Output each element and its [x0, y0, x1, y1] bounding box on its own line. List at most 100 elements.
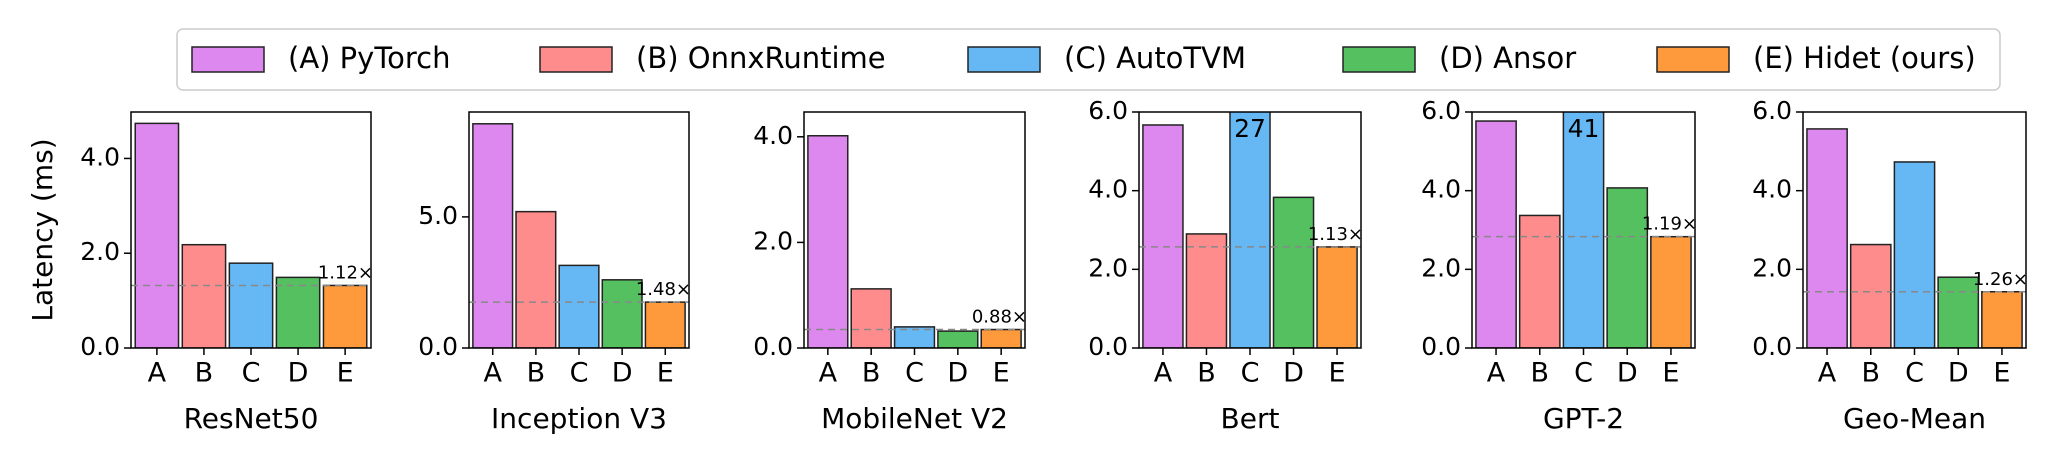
x-axis-label: Inception V3: [491, 402, 667, 435]
bar: [1806, 128, 1848, 348]
x-tick-label: C: [1574, 358, 1593, 389]
y-tick-label: 4.0: [80, 142, 120, 171]
bar: [181, 243, 227, 348]
x-tick-label: A: [1818, 358, 1837, 389]
bar: [807, 135, 849, 348]
value-label: 27: [1234, 114, 1266, 143]
y-tick-label: 2.0: [80, 237, 120, 266]
bar: [980, 328, 1022, 348]
legend-label: (C) AutoTVM: [1064, 41, 1246, 75]
y-tick-label: 4.0: [1088, 175, 1128, 204]
x-tick-label: B: [1197, 358, 1216, 389]
bar: [1185, 233, 1228, 348]
x-tick-label: C: [1905, 358, 1924, 389]
axes-frame: [130, 111, 372, 349]
bar: [601, 279, 643, 348]
bar: [893, 326, 936, 348]
bar: [1475, 120, 1517, 348]
legend-box: [176, 28, 2001, 91]
x-tick-label: D: [612, 358, 633, 389]
x-tick-label: D: [1617, 358, 1638, 389]
bar: [472, 123, 514, 348]
legend-label: (A) PyTorch: [288, 41, 450, 75]
legend-swatch: [1342, 46, 1416, 73]
y-tick-label: 0.0: [1752, 332, 1792, 361]
speedup-annotation: 1.48×: [636, 279, 691, 300]
y-tick-label: 2.0: [1752, 253, 1792, 282]
x-tick-label: A: [483, 358, 502, 389]
x-tick-label: B: [527, 358, 546, 389]
x-tick-label: A: [148, 358, 167, 389]
x-tick-label: D: [288, 358, 309, 389]
value-label: 41: [1568, 114, 1600, 143]
bar: [850, 288, 892, 348]
x-axis-label: Bert: [1221, 402, 1280, 435]
bar: [275, 276, 321, 348]
bar: [1562, 112, 1605, 348]
legend-swatch: [191, 46, 265, 73]
x-tick-label: D: [947, 358, 968, 389]
y-tick-label: 2.0: [753, 226, 793, 255]
speedup-annotation: 1.26×: [1973, 269, 2028, 290]
x-tick-label: B: [1862, 358, 1881, 389]
y-tick-label: 4.0: [1421, 175, 1461, 204]
y-tick-label: 2.0: [1421, 253, 1461, 282]
x-tick-label: C: [1241, 358, 1260, 389]
axes-frame: [1471, 111, 1696, 349]
bar: [1606, 187, 1649, 348]
y-tick-label: 2.0: [1088, 253, 1128, 282]
bar: [1849, 243, 1892, 348]
x-tick-label: E: [1662, 358, 1679, 389]
bar: [1272, 196, 1315, 348]
bar: [134, 122, 180, 348]
y-tick-label: 4.0: [753, 121, 793, 150]
legend-label: (B) OnnxRuntime: [636, 41, 886, 75]
x-axis-label: Geo-Mean: [1843, 402, 1986, 435]
axes-frame: [803, 111, 1026, 349]
x-tick-label: C: [242, 358, 261, 389]
x-tick-label: E: [337, 358, 354, 389]
x-tick-label: B: [195, 358, 214, 389]
axes-frame: [1802, 111, 2027, 349]
x-tick-label: C: [905, 358, 924, 389]
x-tick-label: E: [657, 358, 674, 389]
bar: [322, 284, 368, 348]
x-tick-label: A: [1487, 358, 1506, 389]
x-tick-label: A: [819, 358, 838, 389]
x-tick-label: E: [1329, 358, 1346, 389]
y-tick-label: 0.0: [418, 332, 458, 361]
bar: [1316, 246, 1358, 348]
bar: [644, 301, 686, 348]
axes-frame: [1138, 111, 1362, 349]
legend-label: (D) Ansor: [1439, 41, 1576, 75]
y-tick-label: 5.0: [418, 201, 458, 230]
bar: [937, 330, 979, 348]
x-tick-label: C: [570, 358, 589, 389]
y-tick-label: 0.0: [753, 332, 793, 361]
y-tick-label: 0.0: [1088, 332, 1128, 361]
x-tick-label: B: [1531, 358, 1550, 389]
bar: [558, 264, 600, 348]
x-tick-label: E: [993, 358, 1010, 389]
x-axis-label: ResNet50: [184, 402, 319, 435]
x-axis-label: MobileNet V2: [821, 402, 1008, 435]
legend-swatch: [967, 46, 1041, 73]
x-tick-label: E: [1993, 358, 2010, 389]
bar: [1229, 112, 1271, 348]
y-tick-label: 0.0: [80, 332, 120, 361]
x-axis-label: GPT-2: [1543, 402, 1624, 435]
y-tick-label: 4.0: [1752, 175, 1792, 204]
bar: [515, 210, 557, 348]
bar: [1981, 291, 2023, 348]
x-tick-label: B: [862, 358, 881, 389]
x-tick-label: A: [1154, 358, 1173, 389]
x-tick-label: D: [1948, 358, 1969, 389]
x-tick-label: D: [1283, 358, 1304, 389]
bar: [228, 262, 274, 348]
y-tick-label: 6.0: [1421, 96, 1461, 125]
legend-swatch: [539, 46, 613, 73]
legend-label: (E) Hidet (ours): [1753, 41, 1976, 75]
speedup-annotation: 1.13×: [1308, 224, 1363, 245]
bar: [1937, 276, 1980, 348]
